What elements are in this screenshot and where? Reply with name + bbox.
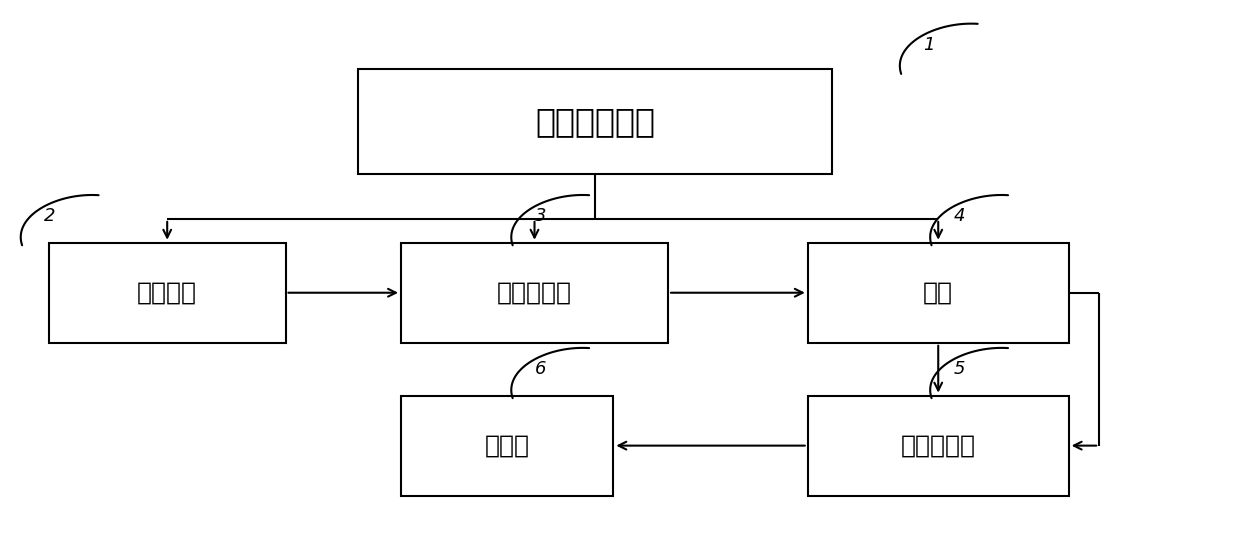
Text: 1: 1 — [923, 36, 934, 54]
Text: 电压跟随器: 电压跟随器 — [497, 281, 572, 305]
Text: 5: 5 — [953, 360, 965, 378]
Text: 分压电路: 分压电路 — [138, 281, 197, 305]
Bar — [401, 395, 613, 495]
Text: 6: 6 — [534, 360, 546, 378]
Bar — [808, 395, 1069, 495]
Text: 电池供电系统: 电池供电系统 — [535, 105, 655, 138]
Text: 4: 4 — [953, 207, 965, 225]
Text: 电桥: 电桥 — [923, 281, 953, 305]
Text: 3: 3 — [534, 207, 546, 225]
Bar — [48, 243, 285, 343]
Bar — [401, 243, 668, 343]
Text: 蜂鸣器: 蜂鸣器 — [484, 434, 530, 458]
Text: 电压比较器: 电压比较器 — [901, 434, 976, 458]
Bar — [808, 243, 1069, 343]
Bar — [358, 69, 831, 174]
Text: 2: 2 — [43, 207, 56, 225]
